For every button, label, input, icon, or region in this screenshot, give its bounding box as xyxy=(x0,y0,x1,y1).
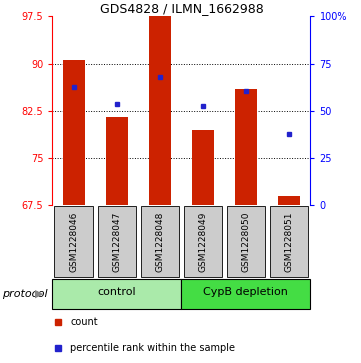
Text: GSM1228047: GSM1228047 xyxy=(112,211,121,272)
Text: GSM1228050: GSM1228050 xyxy=(242,211,251,272)
FancyBboxPatch shape xyxy=(227,206,265,277)
Text: count: count xyxy=(70,317,98,327)
FancyBboxPatch shape xyxy=(97,206,136,277)
FancyBboxPatch shape xyxy=(270,206,308,277)
FancyBboxPatch shape xyxy=(55,206,93,277)
FancyBboxPatch shape xyxy=(183,206,222,277)
Text: GSM1228049: GSM1228049 xyxy=(199,211,208,272)
Text: protocol: protocol xyxy=(2,289,47,299)
Text: GSM1228046: GSM1228046 xyxy=(69,211,78,272)
FancyBboxPatch shape xyxy=(140,206,179,277)
Bar xyxy=(235,89,257,205)
Bar xyxy=(106,117,128,205)
Text: CypB depletion: CypB depletion xyxy=(204,287,288,297)
FancyBboxPatch shape xyxy=(181,280,310,309)
Bar xyxy=(192,130,214,205)
Text: control: control xyxy=(97,287,136,297)
Bar xyxy=(278,196,300,205)
Text: GSM1228051: GSM1228051 xyxy=(284,211,293,272)
Bar xyxy=(149,16,171,205)
FancyBboxPatch shape xyxy=(52,280,181,309)
Bar xyxy=(63,60,84,205)
Text: percentile rank within the sample: percentile rank within the sample xyxy=(70,343,235,353)
Text: ▶: ▶ xyxy=(35,289,43,299)
Title: GDS4828 / ILMN_1662988: GDS4828 / ILMN_1662988 xyxy=(100,2,263,15)
Text: GSM1228048: GSM1228048 xyxy=(155,211,164,272)
